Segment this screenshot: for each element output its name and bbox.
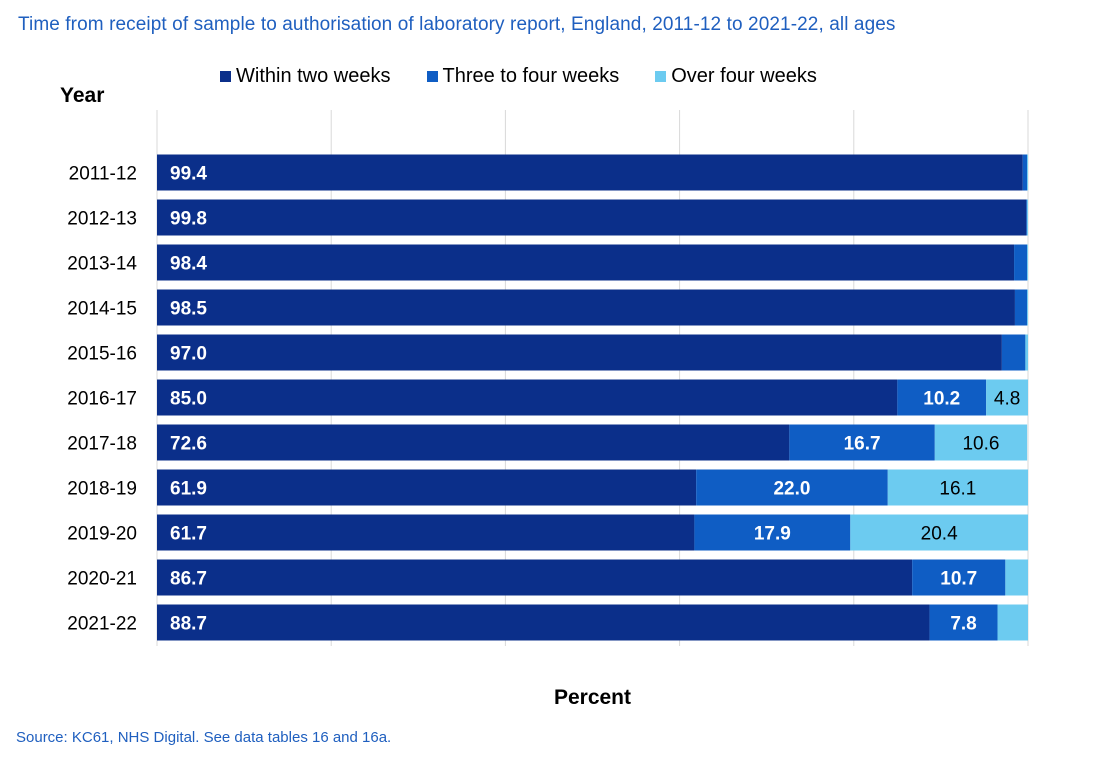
bar-segment (897, 379, 987, 416)
bar-segment (157, 334, 1002, 371)
category-label: 2011-12 (69, 164, 137, 185)
data-label: 99.8 (170, 209, 207, 230)
legend-item-over-four-weeks: Over four weeks (655, 65, 817, 88)
data-label: 61.9 (170, 479, 207, 500)
category-label: 2017-18 (67, 434, 137, 455)
bar-segment (912, 559, 1006, 596)
data-label: 86.7 (170, 569, 207, 590)
data-label: 16.7 (844, 434, 881, 455)
bar-segment (887, 469, 1028, 506)
data-label: 88.7 (170, 614, 207, 635)
bar-segment (850, 514, 1028, 551)
bar-segment (157, 559, 913, 596)
data-label: 10.6 (962, 434, 999, 455)
bar-segment (1005, 559, 1028, 596)
bar-segment (986, 379, 1028, 416)
bar-segment (789, 424, 935, 461)
category-label: 2013-14 (67, 254, 137, 275)
category-label: 2019-20 (67, 524, 137, 545)
bar-segment (1026, 199, 1028, 236)
data-label: 22.0 (773, 479, 810, 500)
data-label: 20.4 (921, 524, 958, 545)
bar-segment (934, 424, 1028, 461)
bar-segment (157, 244, 1015, 281)
legend-item-three-to-four-weeks: Three to four weeks (426, 64, 620, 88)
legend-swatch (426, 70, 438, 82)
bar-segment (696, 469, 888, 506)
data-label: 98.4 (170, 254, 207, 275)
source-note: Source: KC61, NHS Digital. See data tabl… (16, 729, 392, 746)
bar-segment (157, 469, 697, 506)
category-label: 2016-17 (67, 389, 137, 410)
category-labels: 2011-12 2012-13 2013-14 2014-15 2015-16 2016-… (67, 164, 137, 635)
x-axis-title: Percent (553, 686, 632, 709)
category-label: 2014-15 (67, 299, 137, 320)
bar-segment (157, 289, 1015, 326)
bar-segment (1027, 244, 1028, 281)
data-label: 10.2 (923, 389, 960, 410)
bar-segment (1001, 334, 1026, 371)
legend-label: Within two weeks (236, 64, 391, 87)
bar-segment (1014, 289, 1028, 326)
legend-swatch (220, 70, 231, 82)
data-label: 97.0 (170, 344, 207, 365)
bar-segment (1022, 154, 1028, 191)
bar-segment (1027, 199, 1028, 236)
category-label: 2018-19 (67, 479, 137, 500)
bar-segment (694, 514, 851, 551)
data-label: 17.9 (754, 524, 791, 545)
bar-segment (1027, 154, 1028, 191)
data-label: 16.1 (939, 479, 976, 500)
data-label: 98.5 (170, 299, 207, 320)
data-label: 61.7 (170, 524, 207, 545)
chart-title: Time from receipt of sample to authorisa… (18, 14, 896, 35)
legend-swatch (655, 70, 667, 82)
data-label: 85.0 (170, 389, 207, 410)
bar-segment (157, 514, 695, 551)
legend-item-within-two-weeks: Within two weeks (220, 65, 391, 88)
category-label: 2021-22 (67, 614, 137, 635)
bar-segment (157, 199, 1027, 236)
category-label: 2012-13 (67, 209, 137, 230)
bar-segment (1025, 334, 1028, 371)
legend-label: Over four weeks (671, 64, 817, 87)
category-label: 2020-21 (67, 569, 137, 590)
bar-segment (157, 154, 1023, 191)
data-label: 4.8 (994, 389, 1020, 410)
bar-segment (157, 379, 898, 416)
y-axis-title: Year (60, 84, 105, 107)
legend: Within two weeks Three to four weeks Ove… (220, 62, 853, 90)
bar-segment (1027, 289, 1028, 326)
data-label: 72.6 (170, 434, 207, 455)
bar-segment (929, 604, 998, 641)
data-label: 7.8 (950, 614, 976, 635)
gridlines (156, 110, 1029, 646)
legend-label: Three to four weeks (442, 64, 620, 87)
bar-segment (157, 424, 790, 461)
bars: 99.4 99.8 98.4 98.5 97.0 85.0 10.2 4.8 72.6 16.7 1… (157, 154, 1028, 641)
data-label: 10.7 (940, 569, 977, 590)
data-label: 99.4 (170, 164, 207, 185)
bar-segment (997, 604, 1028, 641)
bar-segment (1014, 244, 1028, 281)
bar-segment (157, 604, 930, 641)
category-label: 2015-16 (67, 344, 137, 365)
